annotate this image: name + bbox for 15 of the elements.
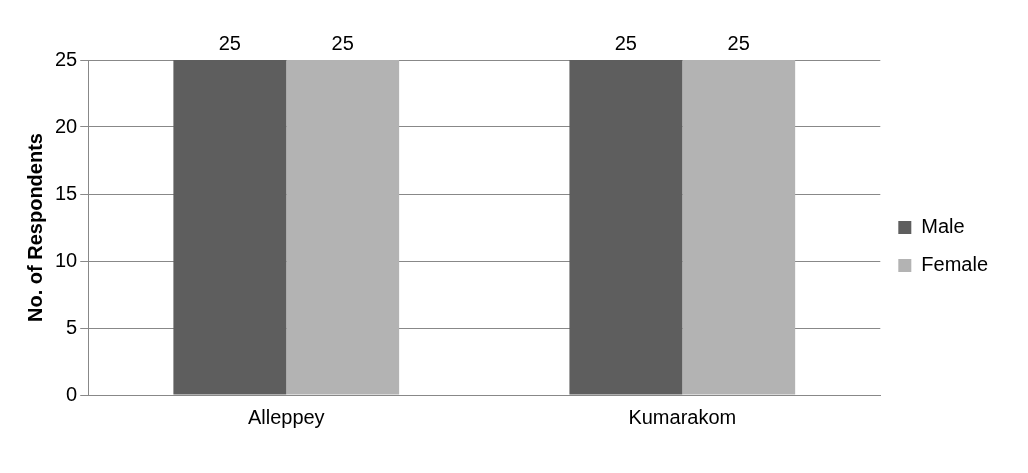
y-tick-label: 25: [55, 47, 78, 70]
legend-label: Female: [921, 253, 989, 276]
data-label: 25: [727, 31, 750, 54]
y-tick-label: 20: [55, 114, 78, 137]
data-label: 25: [218, 31, 241, 54]
y-tick-label: 10: [55, 248, 78, 271]
y-tick-label: 5: [66, 315, 78, 338]
legend-label: Male: [921, 215, 965, 238]
y-axis-title: No. of Respondents: [23, 133, 46, 322]
x-tick-label: Alleppey: [247, 405, 325, 428]
x-tick-label: Kumarakom: [628, 405, 737, 428]
data-label: 25: [614, 31, 637, 54]
y-tick-label: 0: [66, 382, 78, 405]
y-tick-label: 15: [55, 181, 78, 204]
data-label: 25: [331, 31, 354, 54]
